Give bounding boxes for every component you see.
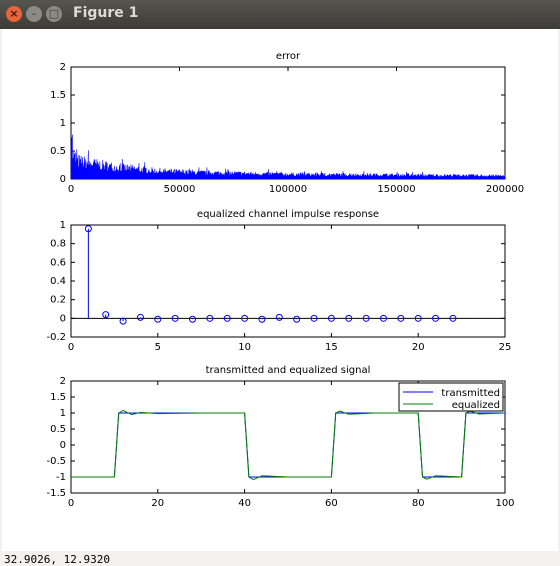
- y-tick-label: 0: [60, 174, 66, 185]
- y-tick-label: 0.4: [50, 276, 66, 287]
- x-tick-label: 60: [325, 498, 338, 509]
- stem-marker: [241, 314, 249, 322]
- x-tick-label: 150000: [377, 184, 415, 195]
- y-tick-label: 0: [60, 313, 66, 324]
- y-tick-label: 0: [60, 440, 66, 451]
- stem-marker: [432, 314, 440, 322]
- x-tick-label: 50000: [164, 184, 196, 195]
- x-tick-label: 5: [155, 342, 161, 353]
- stem-marker: [84, 225, 92, 233]
- title-bar[interactable]: × – □ Figure 1: [0, 0, 560, 29]
- figure-canvas[interactable]: error 0 50000 100000 150000 200000 0 0.5 1 1.5 2 eq…: [2, 29, 558, 551]
- x-tick-label: 15: [325, 342, 338, 353]
- chart-title: equalized channel impulse response: [197, 209, 379, 220]
- y-tick-label: 1: [60, 408, 66, 419]
- y-tick-label: 0.6: [50, 257, 66, 268]
- stem-marker: [206, 314, 214, 322]
- x-tick-label: 100000: [269, 184, 307, 195]
- y-tick-label: -0.2: [46, 332, 66, 343]
- stem-marker: [327, 314, 335, 322]
- chart-0: error 0 50000 100000 150000 200000 0 0.5 1 1.5 2: [50, 51, 524, 195]
- y-tick-label: 0.5: [50, 146, 66, 157]
- y-tick-label: 1: [60, 118, 66, 129]
- cursor-coordinates: 32.9026, 12.9320: [4, 553, 110, 566]
- error-series: [70, 134, 506, 180]
- y-tick-label: 1.5: [50, 90, 66, 101]
- stem-marker: [345, 314, 353, 322]
- stem-marker: [102, 311, 110, 319]
- axes-frame: [70, 380, 506, 494]
- x-tick-label: 0: [68, 498, 74, 509]
- stem-marker: [154, 315, 162, 323]
- window-title: Figure 1: [73, 5, 139, 21]
- stem-marker: [223, 314, 231, 322]
- x-tick-label: 10: [238, 342, 251, 353]
- y-tick-label: -1.5: [46, 488, 66, 499]
- stem-marker: [362, 314, 370, 322]
- y-tick-label: -1: [56, 472, 66, 483]
- stem-marker: [379, 314, 387, 322]
- legend-label: equalized: [452, 400, 500, 411]
- y-tick-label: 0.8: [50, 239, 66, 250]
- stem-marker: [189, 315, 197, 323]
- maximize-icon[interactable]: □: [46, 6, 62, 22]
- stem-marker: [119, 317, 127, 325]
- x-tick-label: 20: [151, 498, 164, 509]
- x-tick-label: 100: [495, 498, 514, 509]
- chart-title: error: [276, 51, 301, 62]
- y-tick-label: 1.5: [50, 392, 66, 403]
- y-tick-label: 0.5: [50, 424, 66, 435]
- y-tick-label: 2: [60, 62, 66, 73]
- stem-marker: [310, 314, 318, 322]
- stem-marker: [275, 313, 283, 321]
- minimize-icon[interactable]: –: [26, 6, 42, 22]
- legend-label: transmitted: [441, 388, 500, 399]
- stem-marker: [171, 314, 179, 322]
- y-tick-label: -0.5: [46, 456, 66, 467]
- series-transmitted: [71, 412, 505, 478]
- stem-marker: [449, 314, 457, 322]
- legend-box: [398, 382, 504, 412]
- chart-title: transmitted and equalized signal: [206, 365, 371, 376]
- x-tick-label: 0: [68, 184, 74, 195]
- x-tick-label: 40: [238, 498, 251, 509]
- close-icon[interactable]: ×: [6, 6, 22, 22]
- stem-marker: [414, 314, 422, 322]
- axes-frame: [70, 224, 506, 338]
- stem-marker: [293, 315, 301, 323]
- y-tick-label: 0.2: [50, 295, 66, 306]
- y-tick-label: 1: [60, 220, 66, 231]
- x-tick-label: 200000: [486, 184, 524, 195]
- x-tick-label: 0: [68, 342, 74, 353]
- stem-marker: [258, 315, 266, 323]
- x-tick-label: 20: [412, 342, 425, 353]
- stem-marker: [397, 314, 405, 322]
- stem-marker: [136, 313, 144, 321]
- axes-frame: [70, 66, 506, 180]
- x-tick-label: 25: [499, 342, 512, 353]
- x-tick-label: 80: [412, 498, 425, 509]
- series-equalized: [71, 409, 506, 481]
- y-tick-label: 2: [60, 376, 66, 387]
